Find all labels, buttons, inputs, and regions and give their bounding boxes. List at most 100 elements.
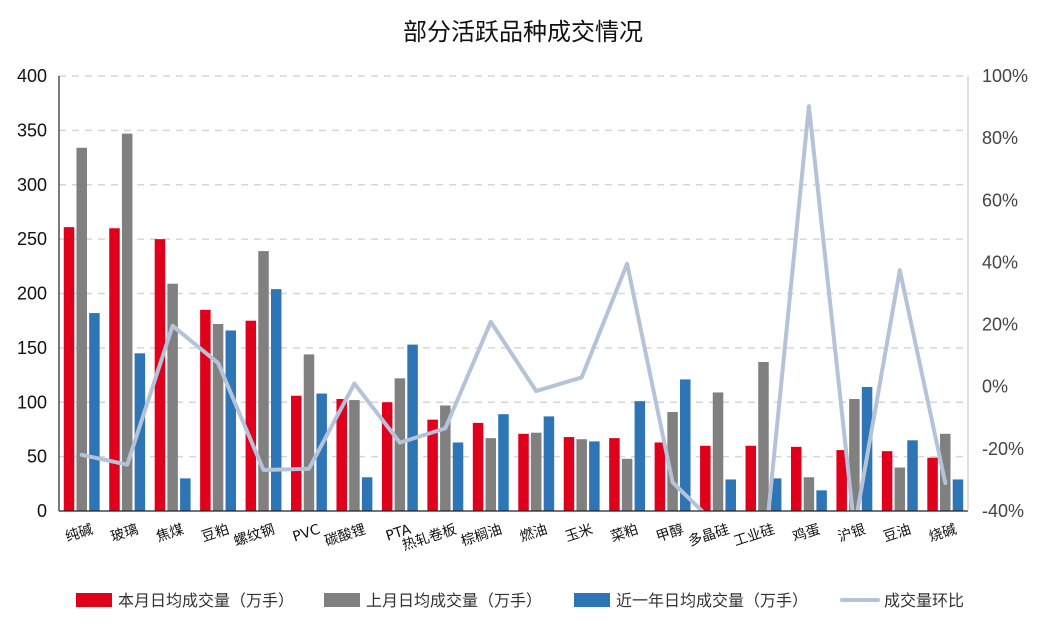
x-tick-label: 焦煤 — [154, 522, 186, 546]
x-tick-label: 豆油 — [881, 522, 913, 546]
x-tick-label: 豆粕 — [200, 522, 232, 546]
bar-series-2-燃油 — [543, 416, 555, 511]
x-tick-label: 棕榈油 — [459, 522, 504, 550]
bar-series-0-菜粕 — [609, 438, 620, 511]
x-tick-label: 燃油 — [518, 521, 550, 546]
legend: 本月日均成交量（万手） 上月日均成交量（万手） 近一年日均成交量（万手） 成交量环比 — [76, 591, 964, 610]
y-left-tick-label: 200 — [17, 284, 47, 304]
y-right-tick-label: 60% — [982, 190, 1018, 210]
y-left-tick-label: 50 — [27, 447, 47, 467]
bars-layer — [63, 133, 964, 511]
bar-series-2-纯碱 — [89, 313, 100, 511]
x-tick-label: 工业硅 — [732, 522, 777, 550]
bar-series-0-多晶硅 — [700, 445, 711, 511]
bar-series-2-PVC — [316, 393, 327, 511]
x-tick-label: 螺纹钢 — [232, 522, 277, 550]
x-tick-label: 纯碱 — [63, 522, 95, 546]
bar-series-2-工业硅 — [770, 478, 782, 511]
y-right-tick-label: 40% — [982, 252, 1018, 272]
bar-series-1-鸡蛋 — [803, 477, 815, 511]
grid-layer — [59, 75, 968, 458]
bar-series-2-豆油 — [907, 440, 918, 511]
bar-series-0-棕榈油 — [472, 422, 484, 511]
bar-series-1-烧碱 — [940, 433, 951, 511]
x-tick-label: 烧碱 — [927, 522, 959, 546]
bar-series-1-沪银 — [849, 398, 860, 511]
bar-series-0-烧碱 — [927, 457, 938, 511]
y-right-tick-label: 20% — [982, 315, 1018, 335]
y-right-tick-label: 0% — [982, 377, 1008, 397]
bar-series-1-焦煤 — [167, 283, 178, 511]
bar-series-1-多晶硅 — [712, 392, 724, 511]
bar-series-1-棕榈油 — [485, 438, 497, 511]
y-left-tick-label: 250 — [17, 229, 47, 249]
bar-series-0-PVC — [291, 395, 302, 511]
bar-series-1-菜粕 — [621, 458, 633, 511]
x-tick-label: 甲醇 — [654, 521, 686, 546]
y-left-tick-label: 150 — [17, 338, 47, 358]
bar-series-2-鸡蛋 — [816, 490, 827, 511]
y-right-tick-label: 100% — [982, 66, 1028, 86]
bar-series-2-甲醇 — [680, 379, 691, 511]
bar-series-0-玉米 — [563, 437, 575, 511]
bar-series-0-螺纹钢 — [245, 320, 257, 511]
y-right-tick-label: -40% — [982, 501, 1024, 521]
bar-series-2-焦煤 — [180, 478, 191, 511]
bar-series-0-碳酸锂 — [336, 398, 347, 511]
x-tick-label: 玻璃 — [109, 521, 141, 546]
bar-series-0-工业硅 — [745, 445, 757, 511]
bar-series-2-多晶硅 — [725, 479, 736, 511]
bar-series-1-玉米 — [576, 439, 587, 511]
bar-series-1-玻璃 — [121, 133, 133, 511]
y-right-tick-label: -20% — [982, 439, 1024, 459]
line-layer — [79, 104, 948, 511]
bar-series-1-燃油 — [530, 432, 542, 511]
chart-title: 部分活跃品种成交情况 — [403, 18, 643, 46]
legend-label-2: 近一年日均成交量（万手） — [616, 591, 808, 610]
bar-series-0-焦煤 — [154, 239, 166, 511]
bar-series-0-玻璃 — [109, 228, 120, 511]
bar-series-1-豆粕 — [212, 323, 224, 511]
bar-series-0-甲醇 — [654, 442, 666, 511]
bar-series-1-热轧卷板 — [440, 405, 451, 511]
y-right-tick-label: 80% — [982, 128, 1018, 148]
x-tick-label: 玉米 — [563, 522, 595, 546]
line-series-3 — [79, 104, 948, 511]
legend-label-0: 本月日均成交量（万手） — [118, 591, 294, 610]
legend-swatch-1 — [324, 593, 360, 607]
bar-series-1-碳酸锂 — [349, 400, 360, 511]
bar-series-0-豆油 — [881, 451, 893, 511]
x-tick-label: 沪银 — [836, 522, 868, 546]
bar-series-1-螺纹钢 — [258, 251, 269, 511]
bar-series-0-纯碱 — [63, 227, 75, 511]
bar-series-2-烧碱 — [952, 479, 964, 511]
x-tick-label: 多晶硅 — [686, 521, 731, 550]
bar-series-0-燃油 — [518, 433, 529, 511]
bar-series-2-PTA — [407, 344, 418, 511]
x-tick-label: PVC — [291, 522, 323, 546]
bar-series-2-豆粕 — [225, 330, 237, 511]
bar-series-1-PVC — [303, 354, 315, 511]
bar-series-0-豆粕 — [200, 309, 211, 511]
bar-series-2-玉米 — [589, 441, 600, 511]
x-tick-label: PTA — [384, 521, 414, 544]
bar-series-0-沪银 — [836, 450, 847, 511]
bar-series-0-鸡蛋 — [790, 446, 802, 511]
bar-series-2-碳酸锂 — [361, 477, 373, 511]
y-left-tick-label: 0 — [37, 501, 47, 521]
bar-series-1-甲醇 — [667, 412, 678, 511]
x-tick-label: 碳酸锂 — [323, 522, 368, 550]
bar-series-2-热轧卷板 — [452, 442, 464, 511]
bar-series-2-菜粕 — [634, 401, 646, 511]
legend-swatch-0 — [76, 593, 112, 607]
legend-label-1: 上月日均成交量（万手） — [366, 591, 542, 610]
y-left-tick-label: 400 — [17, 66, 47, 86]
y-left-tick-label: 100 — [17, 392, 47, 412]
y-left-tick-label: 300 — [17, 175, 47, 195]
x-tick-label: 菜粕 — [609, 522, 641, 546]
bar-series-1-豆油 — [894, 467, 906, 511]
bar-series-2-螺纹钢 — [270, 289, 282, 511]
bar-series-0-热轧卷板 — [427, 419, 438, 511]
